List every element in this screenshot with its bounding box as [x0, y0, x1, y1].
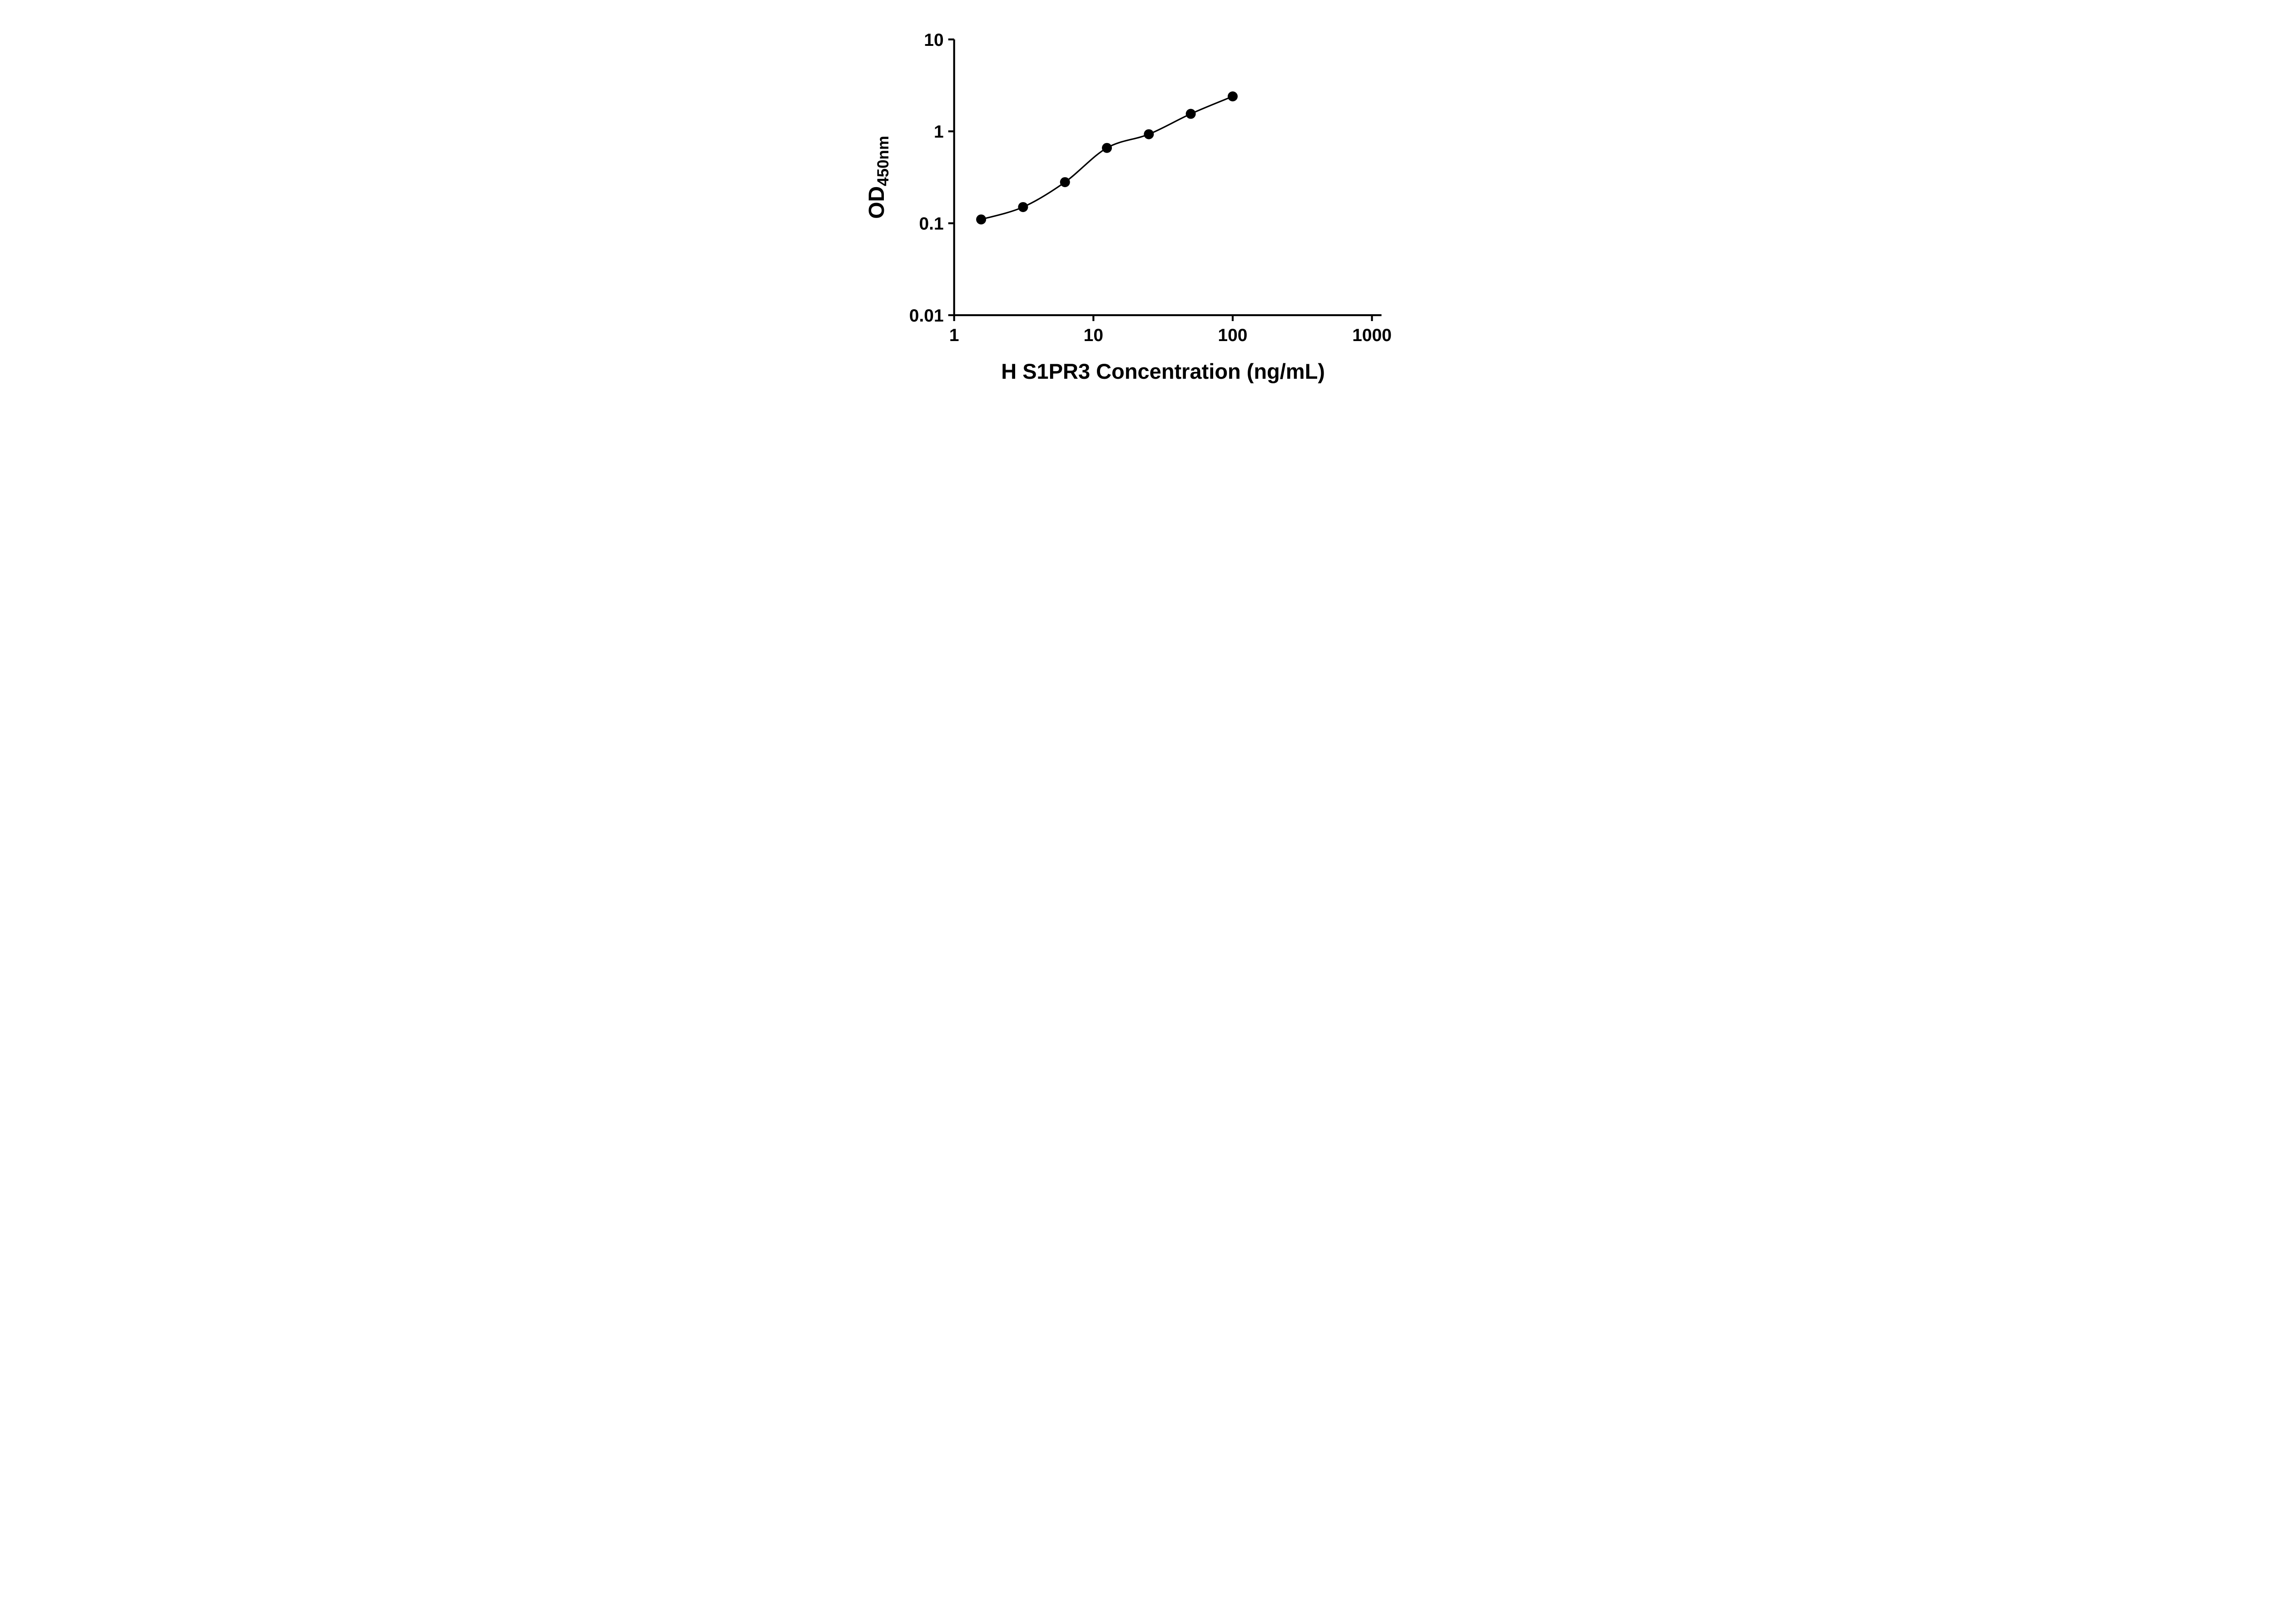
y-axis-ticks [948, 38, 954, 317]
y-tick-label: 0.01 [909, 306, 944, 326]
chart-canvas: 1 10 100 1000 0.01 0.1 1 10 H S1PR3 Concentrat… [865, 30, 1392, 383]
data-point-marker [1185, 109, 1196, 119]
x-tick-label: 1000 [1352, 326, 1392, 345]
y-tick-label: 0.1 [919, 214, 943, 234]
x-axis-tick-labels: 1 10 100 1000 [949, 326, 1392, 345]
x-tick-label: 1 [949, 326, 959, 345]
data-point-marker [1144, 129, 1154, 139]
y-axis-title: OD450nm [865, 136, 892, 219]
data-points [976, 91, 1238, 225]
axes [953, 39, 1382, 317]
x-axis-title: H S1PR3 Concentration (ng/mL) [1001, 359, 1325, 383]
data-point-marker [1060, 177, 1070, 188]
data-point-marker [1018, 202, 1028, 212]
x-tick-label: 10 [1084, 326, 1103, 345]
y-axis-tick-labels: 0.01 0.1 1 10 [909, 30, 944, 326]
data-point-marker [976, 214, 987, 225]
y-tick-label: 1 [934, 122, 944, 142]
elisa-standard-curve-figure: 1 10 100 1000 0.01 0.1 1 10 H S1PR3 Concentrat… [842, 0, 1429, 406]
data-point-marker [1227, 91, 1238, 102]
x-tick-label: 100 [1218, 326, 1247, 345]
y-tick-label: 10 [924, 30, 943, 50]
axis-spine [953, 39, 1382, 317]
data-point-marker [1102, 143, 1112, 153]
x-axis-ticks [953, 315, 1373, 321]
